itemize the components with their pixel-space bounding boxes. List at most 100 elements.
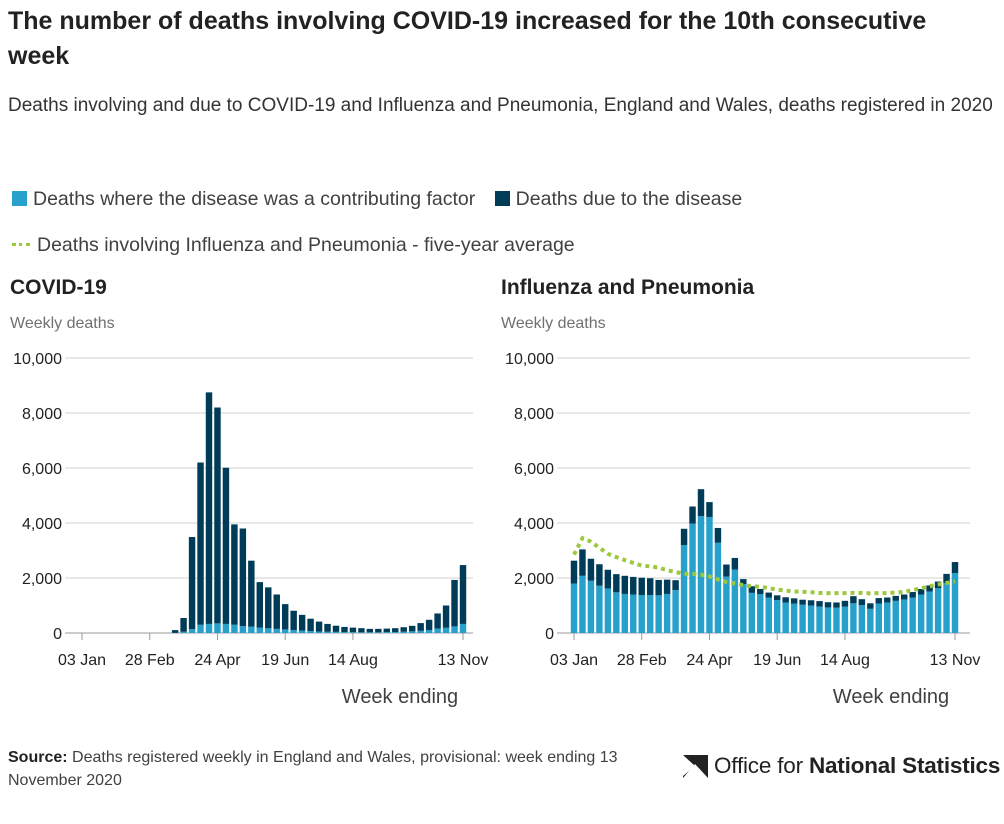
bar-due (425, 619, 433, 630)
y-tick-label: 2,000 (22, 571, 62, 588)
bar-due (315, 621, 323, 632)
legend-swatch-contributing (12, 191, 27, 206)
bar-due (765, 592, 772, 598)
bar-contributing (799, 604, 806, 633)
bar-contributing (596, 585, 603, 633)
y-tick-label: 8,000 (22, 406, 62, 423)
y-tick-label: 8,000 (514, 406, 554, 423)
bar-due (782, 597, 789, 603)
legend-label-contributing: Deaths where the disease was a contribut… (33, 188, 476, 210)
y-tick-label: 10,000 (13, 351, 62, 368)
bar-contributing (934, 588, 942, 633)
bar-due (630, 576, 637, 595)
legend-item-due[interactable]: Deaths due to the disease (494, 186, 742, 212)
bar-due (222, 467, 230, 624)
bar-due (731, 557, 739, 570)
bar-due (951, 562, 959, 574)
bar-contributing (222, 623, 230, 633)
bar-contributing (689, 523, 696, 633)
bar-due (672, 580, 679, 591)
bar-due (434, 613, 441, 629)
bar-contributing (672, 590, 679, 633)
bar-contributing (392, 632, 399, 633)
bar-contributing (909, 597, 916, 633)
bar-contributing (782, 602, 789, 633)
bar-contributing (816, 606, 823, 633)
bar-due (680, 528, 688, 545)
bar-contributing (570, 583, 578, 633)
bar-due (799, 599, 806, 605)
y-tick-label: 4,000 (514, 516, 554, 533)
x-tick-label: 28 Feb (617, 652, 667, 669)
bar-contributing (400, 631, 407, 633)
bar-due (850, 596, 857, 604)
bar-contributing (587, 580, 595, 633)
bar-due (248, 560, 255, 627)
ons-logo[interactable]: Office for National Statistics (680, 752, 1000, 782)
bar-contributing (655, 595, 662, 633)
ons-logo-text-light: Office for (714, 753, 803, 778)
bar-contributing (281, 629, 289, 633)
bar-due (621, 575, 629, 594)
bar-due (663, 579, 671, 594)
source-label: Source: (8, 749, 68, 766)
legend-label-average: Deaths involving Influenza and Pneumonia… (37, 234, 575, 256)
x-axis-title: Week ending (342, 686, 458, 708)
bar-contributing (298, 630, 306, 633)
bar-due (613, 574, 620, 593)
y-axis-unit-label: Weekly deaths (501, 315, 606, 332)
bar-contributing (358, 632, 365, 633)
x-tick-label: 13 Nov (930, 652, 981, 669)
bar-contributing (307, 631, 314, 633)
bar-due (706, 502, 713, 517)
bar-contributing (383, 632, 391, 633)
ons-logo-text: Office for National Statistics (714, 753, 1000, 778)
bar-contributing (417, 630, 424, 633)
bar-contributing (663, 593, 671, 633)
bar-contributing (332, 631, 340, 633)
bar-contributing (375, 632, 382, 633)
bar-contributing (265, 628, 272, 633)
bar-due (596, 564, 603, 586)
bar-due (324, 623, 331, 632)
y-tick-label: 0 (545, 626, 554, 643)
bar-contributing (408, 631, 416, 633)
bar-contributing (714, 542, 722, 633)
bar-due (917, 589, 925, 595)
legend-swatch-due (494, 191, 510, 206)
bar-contributing (850, 603, 857, 633)
bar-contributing (349, 632, 357, 633)
y-axis-unit-label: Weekly deaths (10, 315, 115, 332)
bar-due (265, 587, 272, 629)
x-tick-label: 19 Jun (261, 652, 309, 669)
bar-due (579, 549, 586, 576)
bar-due (858, 599, 866, 606)
legend-item-contributing[interactable]: Deaths where the disease was a contribut… (12, 186, 475, 212)
bar-contributing (646, 595, 654, 633)
bar-contributing (459, 623, 467, 633)
y-tick-label: 0 (53, 626, 62, 643)
bar-contributing (833, 607, 840, 633)
legend-swatch-average (12, 243, 30, 246)
source-text: Deaths registered weekly in England and … (8, 749, 618, 789)
legend-item-average[interactable]: Deaths involving Influenza and Pneumonia… (12, 232, 575, 258)
bar-due (231, 524, 238, 625)
bar-due (197, 462, 204, 625)
bar-due (408, 625, 416, 632)
bar-contributing (943, 582, 950, 633)
bar-contributing (205, 623, 213, 633)
bar-due (332, 625, 340, 632)
bar-contributing (680, 545, 688, 633)
x-tick-label: 24 Apr (686, 652, 733, 669)
bar-due (833, 602, 840, 608)
bar-due (646, 578, 654, 596)
bar-contributing (867, 608, 874, 633)
bar-due (655, 579, 662, 596)
bar-contributing (630, 594, 637, 633)
bar-due (943, 573, 950, 583)
bar-due (298, 614, 306, 631)
bar-contributing (841, 606, 849, 633)
bar-due (790, 598, 798, 604)
bar-due (867, 603, 874, 609)
panel-covid: COVID-19 Weekly deaths 0 2,000 4,000 6,000 8,0… (10, 276, 488, 708)
